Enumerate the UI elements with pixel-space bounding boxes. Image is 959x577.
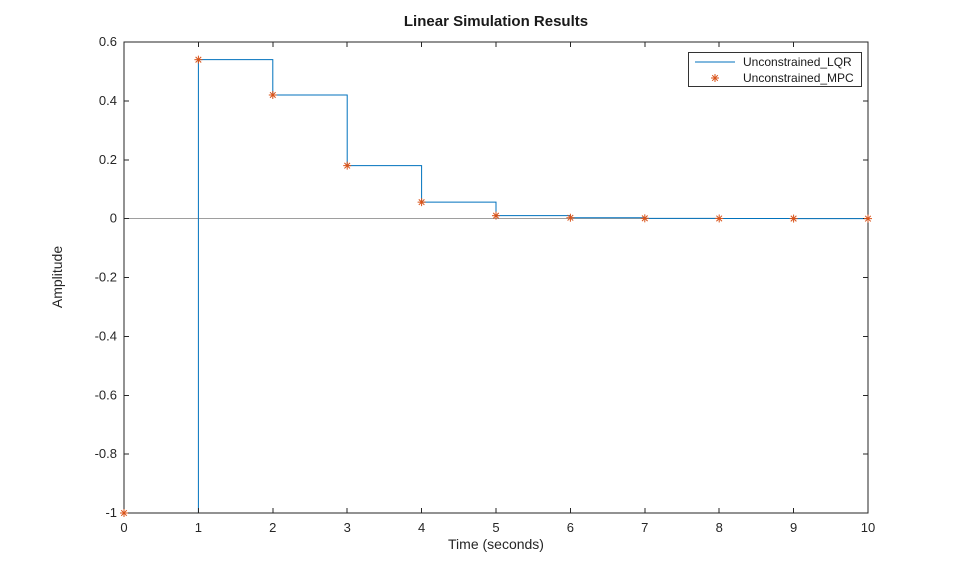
series-line-unconstrained_lqr (124, 59, 869, 514)
asterisk-stroke (864, 215, 872, 222)
y-tick-label: -0.2 (95, 270, 117, 285)
x-tick-label: 8 (716, 520, 723, 535)
marker-unconstrained_mpc (268, 90, 277, 99)
axes-box (123, 41, 869, 514)
asterisk-stroke (790, 215, 797, 222)
marker-unconstrained_mpc (492, 211, 500, 220)
marker-unconstrained_mpc (417, 198, 426, 207)
marker-unconstrained_mpc (789, 214, 798, 223)
chart-title: Linear Simulation Results (404, 13, 588, 30)
asterisk-stroke (716, 215, 723, 222)
x-tick-label: 4 (418, 520, 425, 535)
x-tick-label: 6 (567, 520, 574, 535)
legend[interactable]: Unconstrained_LQR Unconstrained_MPC (688, 52, 862, 87)
legend-marker-sample-svg (711, 73, 719, 82)
marker-unconstrained_mpc (343, 161, 352, 170)
legend-asterisk-sample (711, 73, 719, 82)
asterisk-stroke (641, 215, 648, 222)
legend-item-lqr[interactable]: Unconstrained_LQR (689, 54, 861, 70)
marker-unconstrained_mpc (864, 214, 872, 223)
x-tick-label: 9 (790, 520, 797, 535)
asterisk-stroke (195, 56, 202, 63)
x-tick-label: 3 (344, 520, 351, 535)
asterisk-stroke (567, 214, 574, 221)
asterisk-stroke (120, 509, 128, 517)
marker-unconstrained_mpc (120, 509, 128, 517)
asterisk-stroke (344, 162, 351, 169)
asterisk-stroke (492, 212, 500, 219)
y-tick-label: -0.4 (95, 328, 117, 343)
x-tick-label: 7 (641, 520, 648, 535)
legend-asterisk-icon (689, 72, 741, 84)
legend-line-sample-svg (695, 61, 735, 62)
marker-unconstrained_mpc (194, 55, 203, 64)
x-tick-label: 2 (269, 520, 276, 535)
legend-line-icon (689, 56, 741, 68)
asterisk-stroke (269, 91, 276, 99)
marker-unconstrained_mpc (640, 214, 649, 223)
asterisk-stroke (711, 74, 719, 81)
x-axis-label: Time (seconds) (448, 536, 544, 552)
marker-unconstrained_mpc (566, 213, 575, 222)
legend-item-mpc[interactable]: Unconstrained_MPC (689, 70, 861, 86)
asterisk-stroke (418, 198, 425, 206)
x-tick-label: 1 (195, 520, 202, 535)
marker-unconstrained_mpc (715, 214, 724, 223)
y-tick-label: -1 (105, 505, 117, 520)
y-axis-label: Amplitude (49, 246, 65, 308)
legend-label-mpc: Unconstrained_MPC (743, 70, 854, 85)
legend-label-lqr: Unconstrained_LQR (743, 54, 852, 69)
y-tick-label: 0.6 (99, 34, 117, 49)
y-tick-label: 0 (110, 211, 117, 226)
x-tick-label: 0 (120, 520, 127, 535)
y-tick-label: -0.8 (95, 446, 117, 461)
y-tick-label: -0.6 (95, 387, 117, 402)
plot-layer: 0 1 2 3 4 5 6 7 8 9 10 -1 -0.8 -0.6 -0.4 -0.2 0 0.2 0.4 0.6 (95, 34, 876, 535)
x-tick-label: 10 (861, 520, 875, 535)
y-tick-label: 0.2 (99, 152, 117, 167)
y-tick-label: 0.4 (99, 93, 117, 108)
x-tick-label: 5 (492, 520, 499, 535)
